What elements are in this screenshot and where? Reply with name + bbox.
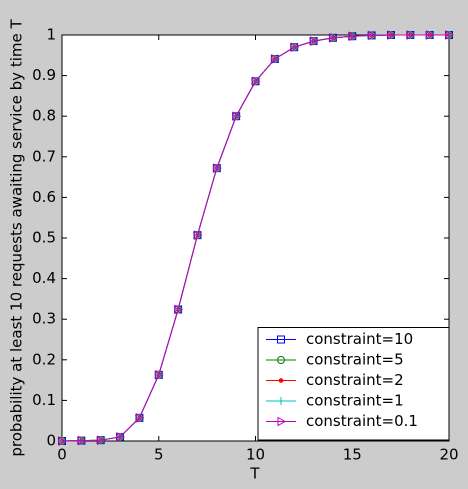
x-tick-label: 10 xyxy=(246,446,265,464)
x-axis-label: T xyxy=(249,465,260,483)
marker xyxy=(97,435,106,446)
x-tick-label: 15 xyxy=(343,446,362,464)
legend: constraint=10 constraint=5 constraint=2 con… xyxy=(257,327,450,441)
marker xyxy=(116,432,126,442)
marker xyxy=(445,30,455,40)
marker xyxy=(310,36,319,46)
y-tick-label: 0.2 xyxy=(32,350,56,368)
legend-marker xyxy=(277,335,285,344)
y-tick-label: 0.5 xyxy=(32,229,56,247)
marker xyxy=(368,30,377,41)
marker xyxy=(271,54,280,64)
marker xyxy=(232,111,242,122)
legend-marker xyxy=(277,356,285,364)
legend-label: constraint=2 xyxy=(306,371,404,389)
marker xyxy=(329,32,338,43)
legend-label: constraint=5 xyxy=(306,351,404,369)
legend-label: constraint=1 xyxy=(306,392,404,410)
legend-marker xyxy=(277,397,285,405)
marker xyxy=(387,30,396,40)
marker xyxy=(348,31,358,42)
y-tick-label: 0.7 xyxy=(32,147,56,165)
y-axis-label: probability at least 10 requests awaitin… xyxy=(8,19,26,457)
y-tick-label: 1 xyxy=(46,26,56,44)
marker xyxy=(213,163,222,174)
series-line xyxy=(61,34,449,442)
y-tick-label: 0 xyxy=(46,432,56,450)
y-tick-label: 0.4 xyxy=(32,269,56,287)
y-tick-label: 0.1 xyxy=(32,391,56,409)
y-tick-label: 0.3 xyxy=(32,310,56,328)
legend-marker xyxy=(277,416,287,427)
marker xyxy=(155,369,164,380)
marker xyxy=(58,436,68,446)
marker xyxy=(290,42,300,53)
legend-label: constraint=10 xyxy=(306,330,413,348)
x-tick-label: 20 xyxy=(439,446,458,464)
x-tick-label: 5 xyxy=(154,446,164,464)
marker xyxy=(174,304,184,315)
legend-marker xyxy=(278,378,284,383)
y-tick-label: 0.8 xyxy=(32,107,56,125)
y-tick-label: 0.6 xyxy=(32,188,56,206)
x-tick-label: 0 xyxy=(57,446,67,464)
y-tick-label: 0.9 xyxy=(32,66,56,84)
marker xyxy=(193,230,203,241)
marker xyxy=(406,30,416,40)
legend-label: constraint=0.1 xyxy=(306,412,418,430)
marker xyxy=(426,30,435,40)
marker xyxy=(252,76,261,87)
marker xyxy=(135,412,145,423)
marker xyxy=(77,435,87,446)
